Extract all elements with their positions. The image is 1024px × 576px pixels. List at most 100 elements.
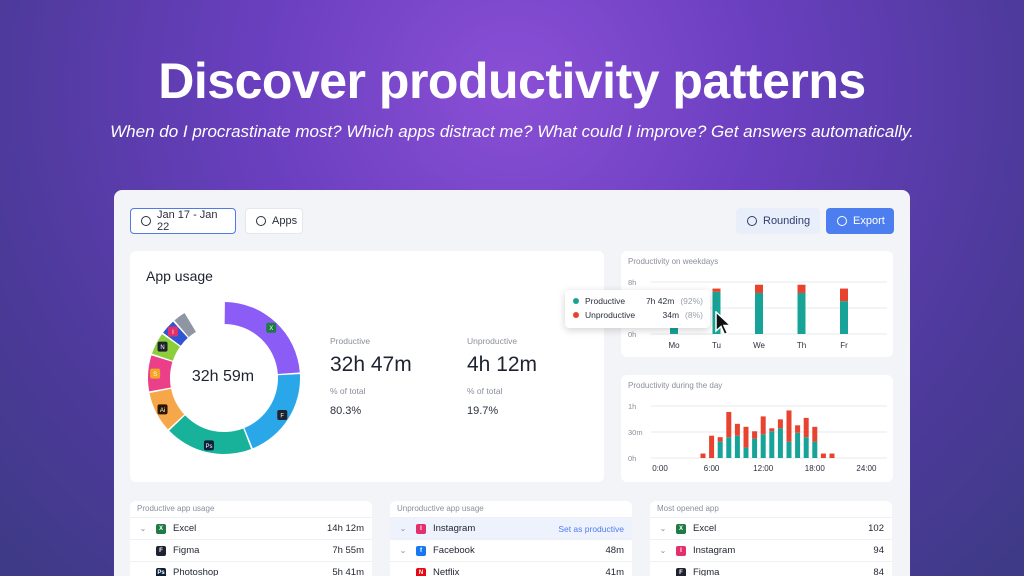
bar-productive[interactable]	[717, 441, 723, 458]
set-as-productive-link[interactable]: Set as productive	[558, 523, 624, 534]
bar-unproductive[interactable]	[797, 284, 806, 293]
bar-productive[interactable]	[752, 438, 758, 458]
bar-productive[interactable]	[769, 431, 775, 458]
x-tick-label: Fr	[840, 341, 848, 350]
app-usage-card: App usage X F Ps Ai S N I 32h 59m Productive 3…	[130, 251, 604, 482]
list-item[interactable]: ⌄ X Excel 14h 12m	[130, 517, 372, 539]
app-value: 102	[868, 523, 884, 534]
list-item[interactable]: ⌄ I Instagram Set as productive	[390, 517, 632, 539]
facebook-icon: f	[416, 545, 426, 556]
list-item[interactable]: F Figma 7h 55m	[130, 539, 372, 561]
y-tick-label: 1h	[628, 402, 636, 411]
list-item[interactable]: ⌄ I Instagram 94	[650, 539, 892, 561]
hero-subtitle: When do I procrastinate most? Which apps…	[110, 122, 914, 141]
chevron-down-icon[interactable]: ⌄	[399, 546, 407, 555]
bar-unproductive[interactable]	[786, 410, 792, 442]
list-item[interactable]: F Figma 84	[650, 561, 892, 576]
bar-unproductive[interactable]	[752, 431, 758, 439]
app-value: 94	[873, 545, 884, 556]
bar-unproductive[interactable]	[717, 437, 723, 442]
weekday-chart-title: Productivity on weekdays	[628, 257, 719, 266]
most-opened-apps-list: Most opened app ⌄ X Excel 102 ⌄ I Instagram 94 F F…	[650, 501, 892, 576]
bar-unproductive[interactable]	[777, 419, 783, 429]
chevron-down-icon[interactable]: ⌄	[139, 524, 147, 533]
netflix-icon: N	[416, 567, 426, 576]
list-item[interactable]: N Netflix 41m	[390, 561, 632, 576]
x-tick-label: Mo	[668, 341, 680, 350]
chevron-down-icon[interactable]: ⌄	[659, 524, 667, 533]
list-item[interactable]: ⌄ f Facebook 48m	[390, 539, 632, 561]
bar-productive[interactable]	[760, 434, 766, 458]
chevron-down-icon[interactable]: ⌄	[399, 524, 407, 533]
bar-unproductive[interactable]	[829, 453, 835, 458]
bar-productive[interactable]	[803, 437, 809, 458]
bar-unproductive[interactable]	[812, 426, 818, 442]
bar-unproductive[interactable]	[840, 288, 848, 302]
bar-unproductive[interactable]	[743, 426, 749, 448]
bar-productive[interactable]	[812, 441, 818, 458]
bar-unproductive[interactable]	[820, 453, 826, 458]
bar-productive[interactable]	[743, 447, 749, 458]
date-range-label: Jan 17 - Jan 22	[157, 209, 218, 233]
photoshop-icon: Ps	[156, 567, 166, 576]
list-item[interactable]: Ps Photoshop 5h 41m	[130, 561, 372, 576]
bar-unproductive[interactable]	[769, 428, 775, 432]
bar-productive[interactable]	[786, 441, 792, 458]
bar-unproductive[interactable]	[755, 284, 763, 293]
unproductive-pct-label: % of total	[467, 386, 503, 396]
figma-icon	[277, 409, 288, 420]
y-tick-label: 30m	[628, 428, 643, 437]
x-tick-label: 12:00	[753, 464, 774, 473]
excel-icon: X	[676, 523, 686, 534]
donut-segment-excel[interactable]	[224, 302, 300, 374]
app-value: 14h 12m	[327, 523, 364, 534]
bar-unproductive[interactable]	[700, 453, 706, 458]
donut-segment-photoshop[interactable]	[169, 415, 252, 454]
bar-unproductive[interactable]	[795, 425, 801, 433]
bar-unproductive[interactable]	[760, 416, 766, 435]
productive-apps-list: Productive app usage ⌄ X Excel 14h 12m F Figma…	[130, 501, 372, 576]
apps-label: Apps	[272, 215, 298, 227]
app-name: Figma	[173, 545, 200, 556]
donut-segment-figma[interactable]	[244, 374, 300, 449]
tooltip-productive-value: 7h 42m	[645, 296, 675, 306]
bar-productive[interactable]	[755, 292, 763, 334]
sketch-icon-glyph: S	[153, 372, 157, 378]
unproductive-value: 4h 12m	[467, 353, 538, 376]
donut-segment-other[interactable]	[174, 313, 196, 338]
chevron-down-icon[interactable]: ⌄	[659, 546, 667, 555]
unproductive-apps-list: Unproductive app usage ⌄ I Instagram Set as …	[390, 501, 632, 576]
bar-productive[interactable]	[795, 432, 801, 458]
list-item[interactable]: ⌄ X Excel 102	[650, 517, 892, 539]
bar-unproductive[interactable]	[712, 288, 721, 292]
bar-productive[interactable]	[797, 292, 806, 334]
productive-value: 32h 47m	[330, 353, 412, 376]
photoshop-icon-glyph: Ps	[205, 444, 212, 450]
unproductive-pct: 19.7%	[467, 405, 499, 417]
figma-icon-glyph: F	[280, 413, 284, 419]
bar-unproductive[interactable]	[709, 435, 715, 458]
unproductive-label: Unproductive	[467, 336, 518, 346]
tooltip-unproductive-row: Unproductive 34m (8%)	[573, 310, 703, 320]
bar-unproductive[interactable]	[726, 411, 732, 438]
bar-productive[interactable]	[734, 435, 740, 458]
rounding-button[interactable]: Rounding	[736, 208, 820, 234]
bar-productive[interactable]	[726, 437, 732, 458]
figma-icon: F	[676, 567, 686, 576]
bar-productive[interactable]	[777, 428, 783, 458]
tooltip-productive-row: Productive 7h 42m (92%)	[573, 296, 703, 306]
app-value: 41m	[605, 567, 624, 576]
bar-productive[interactable]	[840, 301, 848, 334]
bar-unproductive[interactable]	[734, 423, 740, 436]
excel-icon-glyph: X	[269, 326, 273, 332]
y-tick-label: 8h	[628, 278, 636, 287]
tooltip-unproductive-pct: (8%)	[685, 310, 703, 320]
apps-filter-button[interactable]: Apps	[245, 208, 303, 234]
donut-segment-sketch[interactable]	[148, 355, 173, 392]
export-button[interactable]: Export	[826, 208, 894, 234]
tooltip-unproductive-value: 34m	[662, 310, 680, 320]
date-range-button[interactable]: Jan 17 - Jan 22	[130, 208, 236, 234]
instagram-icon-glyph: I	[172, 330, 174, 336]
bar-unproductive[interactable]	[803, 417, 809, 438]
illustrator-icon-glyph: Ai	[160, 408, 165, 414]
